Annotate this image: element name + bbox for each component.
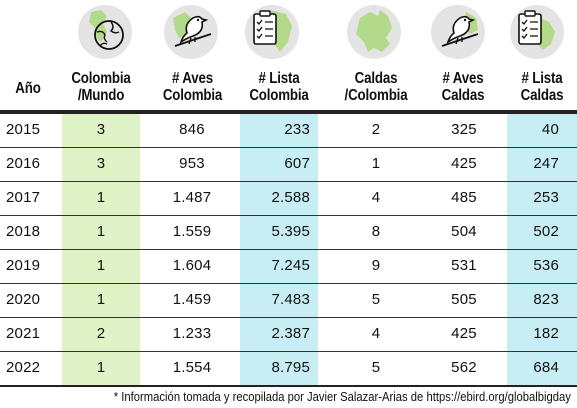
cell-colombia-mundo: 3	[96, 121, 106, 138]
cell-aves-colombia: 1.459	[172, 291, 212, 308]
cell-colombia-mundo: 1	[96, 189, 106, 206]
cell-lista-colombia: 8.795	[271, 359, 310, 376]
cell-aves-caldas: 505	[451, 291, 477, 308]
cell-lista-colombia: 2.588	[271, 189, 310, 206]
bird-icon	[430, 4, 486, 60]
cell-lista-colombia: 5.395	[271, 223, 310, 240]
cell-year: 2016	[6, 155, 41, 172]
cell-year: 2020	[6, 291, 41, 308]
cell-lista-colombia: 7.245	[271, 257, 310, 274]
cell-lista-colombia: 607	[284, 155, 310, 172]
header-aves-caldas: # Aves Caldas	[441, 70, 485, 104]
caldas-map-icon	[346, 4, 402, 60]
cell-caldas-colombia: 9	[371, 257, 381, 274]
row-divider	[0, 351, 577, 352]
cell-aves-colombia: 1.487	[172, 189, 212, 206]
header-aves-colombia: # Aves Colombia	[162, 70, 223, 104]
cell-colombia-mundo: 1	[96, 257, 106, 274]
header-divider	[0, 110, 577, 114]
cell-caldas-colombia: 2	[371, 121, 381, 138]
cell-aves-caldas: 531	[451, 257, 477, 274]
header-caldas-colombia: Caldas/Colombia	[344, 70, 408, 104]
cell-year: 2022	[6, 359, 41, 376]
cell-caldas-colombia: 5	[371, 291, 381, 308]
cell-lista-caldas: 247	[533, 155, 559, 172]
cell-lista-caldas: 40	[541, 121, 559, 138]
cell-year: 2018	[6, 223, 41, 240]
row-divider	[0, 249, 577, 250]
header-colombia-mundo: Colombia/Mundo	[71, 70, 131, 104]
cell-caldas-colombia: 8	[371, 223, 381, 240]
cell-colombia-mundo: 1	[96, 359, 106, 376]
row-divider	[0, 181, 577, 182]
globe-icon	[77, 4, 133, 60]
cell-caldas-colombia: 4	[371, 325, 381, 342]
checklist-icon	[244, 4, 300, 60]
cell-lista-caldas: 253	[533, 189, 559, 206]
cell-year: 2021	[6, 325, 41, 342]
lista-caldas-column-bg	[507, 114, 577, 386]
cell-year: 2019	[6, 257, 41, 274]
cell-year: 2015	[6, 121, 41, 138]
cell-aves-colombia: 953	[179, 155, 205, 172]
header-lista-colombia: # Lista Colombia	[249, 70, 309, 104]
cell-aves-colombia: 1.559	[172, 223, 212, 240]
cell-aves-caldas: 425	[451, 325, 477, 342]
cell-aves-colombia: 846	[179, 121, 205, 138]
cell-colombia-mundo: 3	[96, 155, 106, 172]
row-divider	[0, 147, 577, 148]
cell-aves-colombia: 1.554	[172, 359, 212, 376]
cell-aves-caldas: 485	[451, 189, 477, 206]
row-divider	[0, 283, 577, 284]
cell-lista-caldas: 684	[533, 359, 559, 376]
cell-caldas-colombia: 4	[371, 189, 381, 206]
cell-aves-caldas: 504	[451, 223, 477, 240]
row-divider	[0, 215, 577, 216]
cell-caldas-colombia: 5	[371, 359, 381, 376]
cell-lista-caldas: 502	[533, 223, 559, 240]
header-year: Año	[15, 80, 41, 97]
cell-lista-colombia: 2.387	[271, 325, 310, 342]
cell-lista-caldas: 536	[533, 257, 559, 274]
header-lista-caldas: # Lista Caldas	[520, 70, 564, 104]
cell-lista-colombia: 233	[284, 121, 310, 138]
cell-aves-caldas: 562	[451, 359, 477, 376]
checklist-icon	[509, 4, 565, 60]
cell-aves-colombia: 1.604	[172, 257, 212, 274]
lista-colombia-column-bg	[240, 114, 318, 386]
row-divider	[0, 317, 577, 318]
source-footnote: * Información tomada y recopilada por Ja…	[113, 390, 571, 404]
cell-aves-colombia: 1.233	[172, 325, 212, 342]
cell-lista-colombia: 7.483	[271, 291, 310, 308]
bird-icon	[163, 4, 219, 60]
colombia-mundo-column-bg	[62, 114, 140, 386]
cell-colombia-mundo: 1	[96, 291, 106, 308]
cell-caldas-colombia: 1	[371, 155, 381, 172]
cell-colombia-mundo: 1	[96, 223, 106, 240]
table-bottom-rule	[0, 385, 577, 387]
cell-colombia-mundo: 2	[96, 325, 106, 342]
cell-aves-caldas: 325	[451, 121, 477, 138]
cell-lista-caldas: 823	[533, 291, 559, 308]
cell-lista-caldas: 182	[533, 325, 559, 342]
cell-year: 2017	[6, 189, 41, 206]
cell-aves-caldas: 425	[451, 155, 477, 172]
